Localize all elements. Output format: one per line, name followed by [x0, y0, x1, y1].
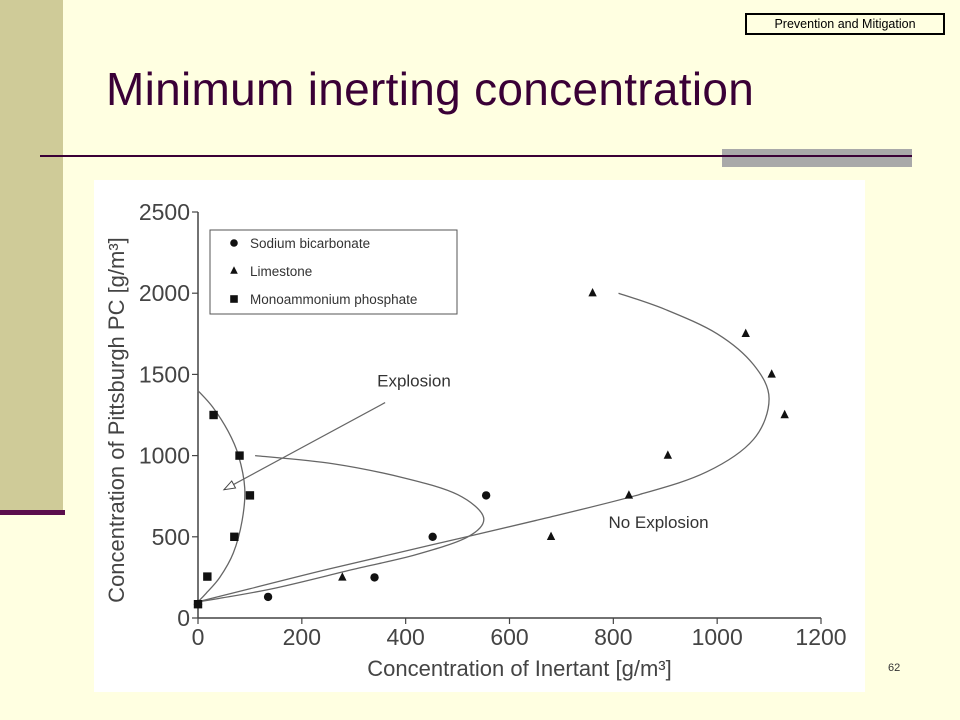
limestone-point: [741, 328, 750, 337]
annotation-explosion: Explosion: [377, 372, 451, 391]
annotation-arrow-head: [222, 480, 237, 491]
x-tick-label: 400: [386, 624, 424, 650]
y-tick-label: 1500: [139, 361, 190, 387]
legend-label: Monoammonium phosphate: [250, 292, 417, 307]
sodium-bicarbonate-point: [428, 532, 437, 541]
chart-axes: 0 200 400 600 800 1000 1200 0 500 1000 1500 2000 250…: [104, 199, 847, 681]
legend-label: Sodium bicarbonate: [250, 236, 370, 251]
sidebar-rule: [0, 510, 65, 515]
page-number: 62: [888, 662, 901, 674]
title-rule-accent-line: [722, 155, 912, 157]
slide-title: Minimum inerting concentration: [106, 63, 755, 115]
chart-legend: Sodium bicarbonate Limestone Monoammonium …: [209, 229, 458, 315]
monoammonium-phosphate-point: [203, 572, 212, 581]
boundary-curve: [197, 292, 770, 603]
data-markers: [193, 288, 789, 609]
limestone-point: [624, 490, 634, 499]
monoammonium-phosphate-point: [235, 451, 244, 460]
limestone-point: [780, 409, 789, 419]
y-tick-label: 500: [152, 524, 190, 550]
annotation-no-explosion: No Explosion: [608, 513, 708, 532]
legend-marker: [230, 295, 238, 303]
chart-panel: 0 200 400 600 800 1000 1200 0 500 1000 1500 2000 250…: [94, 180, 865, 692]
limestone-point: [767, 369, 776, 378]
x-tick-label: 800: [594, 624, 632, 650]
y-tick-label: 1000: [139, 443, 190, 469]
sodium-bicarbonate-point: [370, 573, 379, 582]
monoammonium-phosphate-point: [245, 491, 255, 500]
inerting-chart: 0 200 400 600 800 1000 1200 0 500 1000 1500 2000 250…: [104, 199, 847, 681]
legend-label: Limestone: [250, 264, 312, 279]
x-tick-label: 200: [283, 624, 321, 650]
x-tick-label: 600: [490, 624, 528, 650]
title-rule-accent: [722, 149, 912, 167]
x-tick-label: 0: [192, 624, 205, 650]
boundary-curves: [197, 292, 770, 603]
monoammonium-phosphate-point: [193, 599, 203, 609]
limestone-point: [663, 450, 673, 459]
monoammonium-phosphate-point: [230, 532, 239, 541]
sodium-bicarbonate-point: [263, 592, 273, 602]
y-tick-label: 2000: [139, 280, 190, 306]
y-tick-label: 2500: [139, 199, 190, 225]
section-tag: Prevention and Mitigation: [745, 13, 945, 35]
title-rule: [40, 155, 912, 157]
monoammonium-phosphate-point: [209, 410, 218, 420]
y-tick-label: 0: [177, 605, 190, 631]
boundary-curve: [197, 390, 246, 603]
annotation-arrow-line: [223, 402, 386, 491]
legend-marker: [230, 239, 238, 247]
limestone-point: [338, 572, 347, 581]
y-axis-title: Concentration of Pittsburgh PC [g/m³]: [104, 237, 129, 603]
x-tick-label: 1200: [795, 624, 846, 650]
legend-box: [209, 229, 458, 315]
chart-annotations: Explosion No Explosion: [222, 372, 709, 532]
limestone-point: [588, 288, 597, 297]
sodium-bicarbonate-point: [481, 491, 491, 500]
x-tick-label: 1000: [692, 624, 743, 650]
sidebar-accent: [0, 0, 63, 512]
limestone-point: [546, 531, 556, 540]
legend-marker: [230, 266, 238, 274]
x-axis-title: Concentration of Inertant [g/m³]: [367, 656, 672, 681]
